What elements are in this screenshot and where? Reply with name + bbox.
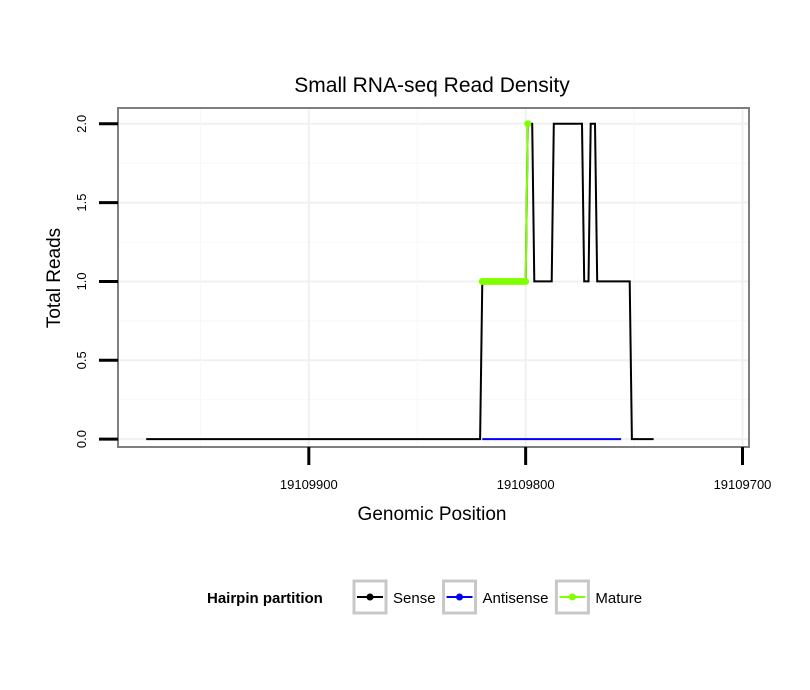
x-axis: 19109900 19109800 19109700 bbox=[280, 447, 772, 492]
y-tick-label: 0.0 bbox=[74, 430, 89, 448]
plot-background bbox=[118, 108, 749, 447]
y-axis: 0.0 0.5 1.0 1.5 2.0 bbox=[74, 115, 118, 448]
data-point-mature bbox=[524, 120, 532, 128]
plot-border bbox=[117, 107, 750, 448]
y-tick-label: 2.0 bbox=[74, 115, 89, 133]
series-layer bbox=[146, 120, 654, 441]
y-tick-label: 1.0 bbox=[74, 272, 89, 290]
y-tick-label: 0.5 bbox=[74, 351, 89, 369]
legend-label-mature: Mature bbox=[595, 590, 642, 607]
legend: Hairpin partition Sense Antisense Mature bbox=[207, 579, 642, 615]
legend-label-antisense: Antisense bbox=[483, 590, 549, 607]
x-axis-title: Genomic Position bbox=[358, 504, 507, 525]
chart-title: Small RNA-seq Read Density bbox=[294, 74, 570, 97]
x-tick-label: 19109800 bbox=[497, 477, 555, 492]
x-tick-label: 19109900 bbox=[280, 477, 338, 492]
data-point-mature bbox=[522, 277, 530, 285]
legend-point-antisense bbox=[456, 593, 464, 601]
legend-point-sense bbox=[366, 593, 374, 601]
y-tick-label: 1.5 bbox=[74, 194, 89, 212]
legend-point-mature bbox=[568, 593, 576, 601]
legend-title: Hairpin partition bbox=[207, 590, 323, 607]
y-axis-title: Total Reads bbox=[44, 228, 65, 328]
x-tick-label: 19109700 bbox=[714, 477, 772, 492]
legend-label-sense: Sense bbox=[393, 590, 436, 607]
